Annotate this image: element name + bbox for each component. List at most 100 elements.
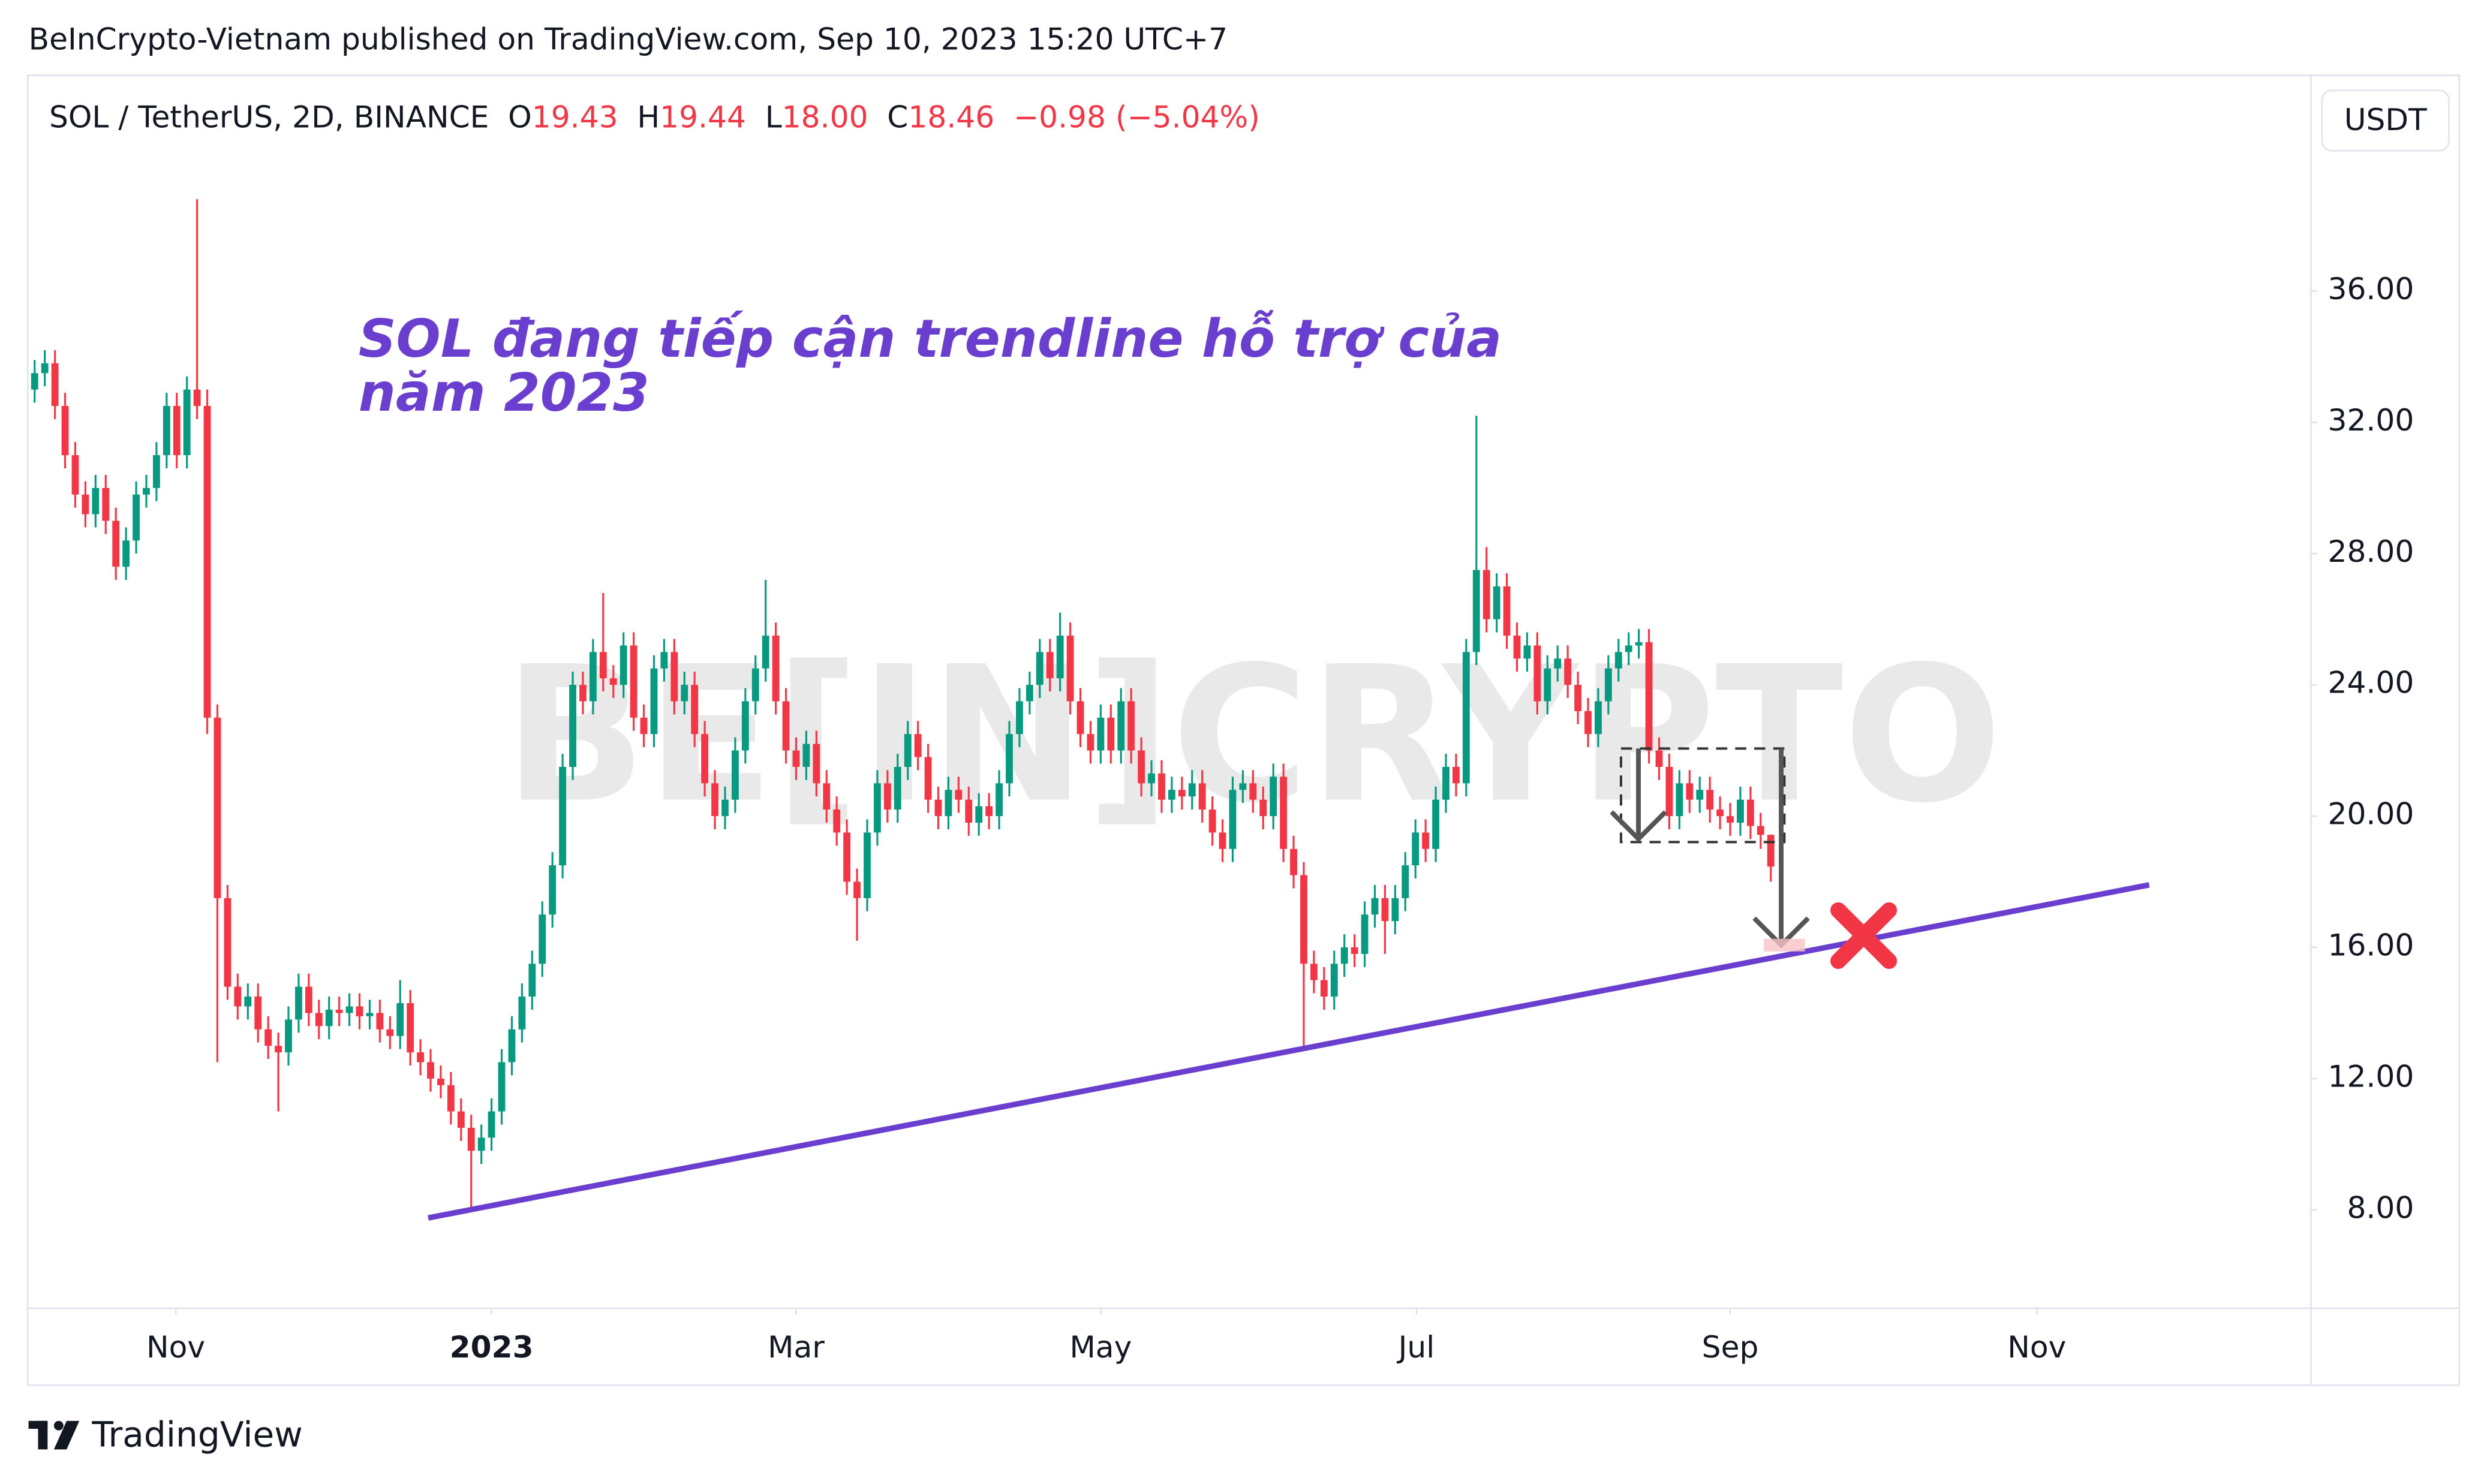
candle-body — [1564, 658, 1572, 685]
candle-body — [843, 832, 851, 882]
candle-body — [173, 406, 181, 456]
candle-body — [975, 806, 983, 823]
candle-body — [1452, 766, 1460, 784]
candle-body — [203, 406, 211, 718]
y-tick-label: 36.00 — [2327, 271, 2414, 306]
candle-body — [1655, 750, 1663, 767]
candle-body — [61, 406, 69, 456]
candle-body — [325, 1009, 333, 1027]
candle-body — [447, 1085, 455, 1112]
candle-body — [407, 1003, 414, 1053]
ohlc-key: O — [508, 99, 532, 134]
ohlc-value: 18.46 — [908, 99, 994, 134]
candle-body — [1533, 645, 1541, 702]
candle-body — [213, 717, 221, 898]
ohlc-value: 18.00 — [782, 99, 868, 134]
publish-info: BeInCrypto-Vietnam published on TradingV… — [29, 21, 1228, 56]
candle-body — [620, 645, 627, 685]
candle-body — [864, 832, 871, 898]
candle-body — [1310, 964, 1318, 980]
x-tick-label: 2023 — [450, 1329, 534, 1365]
candle-body — [569, 685, 576, 767]
candle-body — [1381, 898, 1389, 922]
currency-button-bg[interactable] — [2321, 89, 2450, 152]
candle-body — [945, 790, 952, 817]
candle-body — [1371, 898, 1379, 915]
candle-body — [1696, 790, 1704, 800]
currency-button[interactable]: USDT — [2321, 89, 2450, 152]
candle-body — [1320, 980, 1328, 997]
candle-body — [670, 652, 678, 702]
candle-body — [894, 766, 901, 810]
candle-body — [112, 520, 120, 567]
candle-body — [1290, 848, 1297, 875]
candle-body — [1432, 799, 1440, 849]
candle-body — [1249, 783, 1257, 800]
candle-body — [751, 668, 759, 702]
candle-body — [955, 790, 963, 800]
candle-body — [1402, 865, 1409, 898]
candle-body — [508, 1029, 516, 1062]
candle-body — [193, 389, 201, 407]
candle-body — [1767, 835, 1775, 867]
candle-body — [965, 799, 973, 823]
currency-label[interactable]: USDT — [2344, 102, 2427, 137]
candle-body — [457, 1111, 465, 1128]
ohlc-key: C — [887, 99, 908, 134]
candle-body — [1158, 773, 1165, 800]
candle-body — [315, 1013, 323, 1027]
candle-body — [518, 997, 526, 1030]
y-tick-label: 8.00 — [2347, 1190, 2414, 1225]
candle-body — [1168, 790, 1175, 800]
candle-body — [559, 766, 567, 866]
y-tick-label: 24.00 — [2327, 665, 2414, 700]
candle-body — [376, 1013, 384, 1030]
candle-body — [904, 734, 912, 767]
candle-body — [285, 1019, 292, 1053]
candle-body — [498, 1062, 506, 1112]
change: −0.98 (−5.04%) — [1014, 99, 1260, 134]
legend-bg — [28, 82, 1234, 152]
symbol: SOL / TetherUS, 2D, BINANCE — [49, 99, 489, 134]
candle-body — [701, 734, 709, 784]
candle-body — [92, 487, 100, 514]
candle-body — [823, 783, 831, 810]
candle-body — [1544, 668, 1551, 702]
candle-body — [1046, 652, 1054, 679]
candle-body — [1614, 652, 1622, 669]
candle-body — [1686, 783, 1694, 800]
candle-body — [345, 1006, 353, 1013]
candle-body — [1006, 734, 1013, 784]
candle-body — [488, 1111, 495, 1138]
candle-body — [650, 668, 658, 735]
candle-body — [1503, 586, 1511, 636]
price-axis: 8.00 12.00 16.00 20.00 24.00 28.00 32.00 36.00 — [2311, 271, 2414, 1225]
candle-body — [1574, 685, 1582, 711]
candle-body — [1016, 701, 1023, 735]
candle-body — [681, 685, 688, 702]
candle-body — [1259, 799, 1267, 817]
candle-body — [1198, 783, 1206, 810]
y-tick-label: 12.00 — [2327, 1058, 2414, 1094]
candle-body — [1330, 964, 1338, 997]
candle-body — [1229, 790, 1237, 849]
candle-body — [731, 750, 739, 800]
candle-body — [264, 1029, 272, 1046]
candle-body — [396, 1003, 404, 1036]
footer-logo — [28, 1420, 80, 1450]
candle-body — [762, 636, 769, 669]
candle-body — [1412, 832, 1420, 866]
candle-body — [1462, 652, 1470, 784]
candle-body — [224, 898, 231, 987]
candle-body — [721, 799, 729, 817]
candle-body — [254, 997, 262, 1030]
candle-body — [528, 964, 536, 997]
candle-body — [1472, 570, 1480, 652]
candle-body — [1219, 832, 1226, 849]
candle-body — [1239, 783, 1247, 790]
candle-body — [1493, 586, 1500, 619]
candle-body — [1757, 826, 1764, 835]
target-marker — [1763, 938, 1805, 952]
